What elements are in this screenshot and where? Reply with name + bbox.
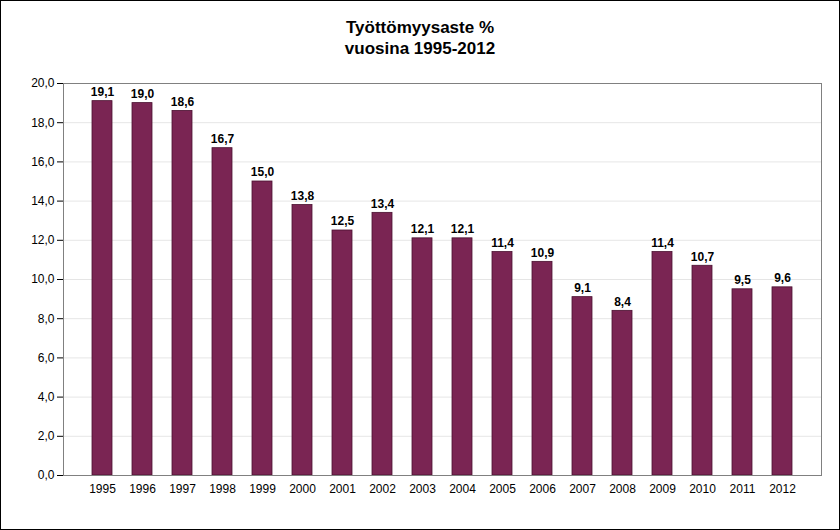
html-text:Työttömyysaste %: Työttömyysaste % [346, 18, 494, 37]
svg-text:2004: 2004 [449, 482, 476, 496]
svg-text:2011: 2011 [730, 482, 756, 496]
svg-text:12,0: 12,0 [31, 233, 55, 247]
svg-text:19,0: 19,0 [131, 87, 155, 101]
svg-text:9,5: 9,5 [734, 273, 751, 287]
svg-text:2003: 2003 [409, 482, 436, 496]
svg-text:2007: 2007 [569, 482, 596, 496]
svg-text:12,1: 12,1 [411, 222, 435, 236]
svg-text:13,8: 13,8 [291, 189, 315, 203]
svg-text:1995: 1995 [89, 482, 116, 496]
svg-text:1998: 1998 [209, 482, 236, 496]
svg-text:15,0: 15,0 [251, 165, 275, 179]
html-text:vuosina 1995-2012: vuosina 1995-2012 [344, 39, 496, 58]
svg-text:16,0: 16,0 [31, 155, 55, 169]
svg-text:2001: 2001 [329, 482, 356, 496]
svg-text:13,4: 13,4 [371, 197, 395, 211]
svg-text:2006: 2006 [529, 482, 556, 496]
svg-text:2005: 2005 [489, 482, 516, 496]
svg-text:12,5: 12,5 [331, 214, 355, 228]
svg-text:18,6: 18,6 [171, 95, 195, 109]
svg-text:14,0: 14,0 [31, 194, 55, 208]
svg-text:8,0: 8,0 [38, 312, 55, 326]
svg-text:16,7: 16,7 [211, 132, 235, 146]
svg-text:2010: 2010 [689, 482, 716, 496]
svg-text:10,9: 10,9 [531, 246, 555, 260]
svg-text:12,1: 12,1 [451, 222, 475, 236]
svg-text:10,0: 10,0 [31, 272, 55, 286]
svg-text:2,0: 2,0 [38, 429, 55, 443]
svg-text:20,0: 20,0 [31, 76, 55, 90]
svg-text:9,6: 9,6 [774, 271, 791, 285]
svg-text:2012: 2012 [769, 482, 796, 496]
svg-text:4,0: 4,0 [38, 390, 55, 404]
svg-text:11,4: 11,4 [491, 236, 514, 250]
svg-text:6,0: 6,0 [38, 351, 55, 365]
svg-text:2000: 2000 [289, 482, 316, 496]
svg-text:0,0: 0,0 [38, 468, 55, 482]
svg-text:18,0: 18,0 [31, 116, 55, 130]
svg-text:19,1: 19,1 [91, 85, 115, 99]
svg-text:1997: 1997 [169, 482, 196, 496]
svg-text:8,4: 8,4 [614, 295, 631, 309]
svg-text:10,7: 10,7 [691, 250, 715, 264]
svg-text:1996: 1996 [129, 482, 156, 496]
svg-text:9,1: 9,1 [574, 281, 591, 295]
svg-text:2009: 2009 [649, 482, 676, 496]
svg-text:1999: 1999 [249, 482, 276, 496]
svg-text:2008: 2008 [609, 482, 636, 496]
svg-text:2002: 2002 [369, 482, 396, 496]
svg-text:11,4: 11,4 [651, 236, 674, 250]
